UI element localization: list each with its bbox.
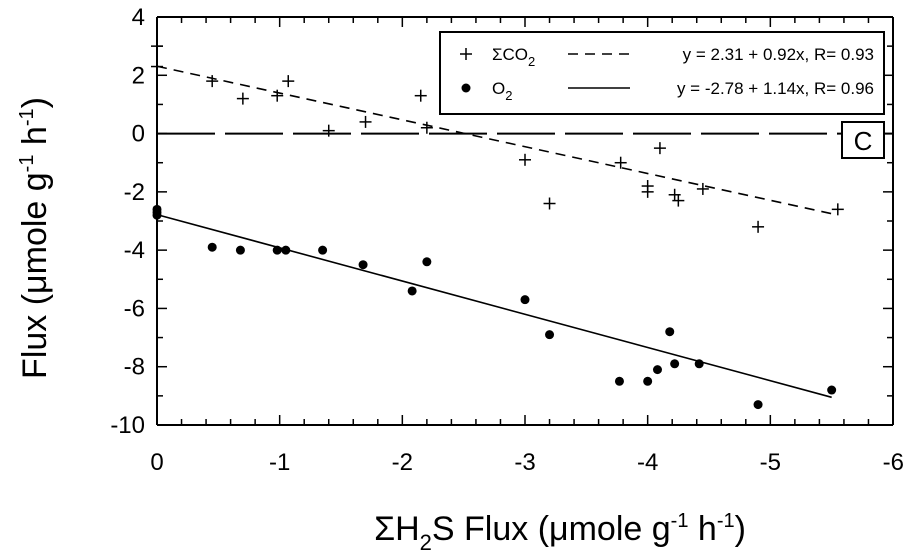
co2-point [271, 89, 284, 102]
o2-point [358, 260, 368, 270]
o2-point [152, 207, 162, 217]
legend-o2-name: O2 [492, 79, 512, 103]
x-axis-title: ΣH2S Flux (μmole g-1 h-1) [374, 510, 746, 553]
co2-point [282, 75, 295, 88]
co2-point [519, 153, 531, 166]
o2-point [753, 400, 763, 410]
o2-point [694, 359, 704, 369]
y-tick-label: -10 [110, 412, 145, 439]
x-tick-label: -2 [392, 449, 413, 476]
legend-box [439, 31, 885, 115]
x-tick-label: -5 [760, 449, 781, 476]
co2-point [653, 142, 666, 155]
co2-point [641, 185, 654, 198]
co2-point [543, 197, 556, 210]
o2-point [318, 245, 328, 255]
co2-point [414, 89, 427, 102]
axis-ticks [156, 16, 894, 426]
regression-lines [156, 65, 838, 399]
x-tick-label: -3 [514, 449, 535, 476]
data-points [151, 40, 844, 410]
co2-point [322, 124, 335, 137]
o2-point [670, 359, 680, 369]
o2-point [643, 376, 653, 386]
y-tick-label: -6 [124, 295, 145, 322]
legend-co2-name: ΣCO2 [492, 45, 535, 69]
y-tick-label: 2 [132, 62, 145, 89]
o2-point [281, 245, 291, 255]
y-tick-label: -4 [124, 237, 145, 264]
co2-regression-line [156, 65, 838, 216]
o2-point [614, 376, 624, 386]
co2-point [672, 194, 685, 207]
legend-o2-equation: y = -2.78 + 1.14x, R= 0.96 [677, 79, 874, 98]
o2-point [520, 295, 530, 305]
co2-point [752, 220, 765, 233]
y-tick-label: 4 [132, 4, 145, 31]
co2-point [831, 203, 844, 216]
o2-regression-line [156, 213, 832, 399]
co2-point [696, 182, 709, 195]
x-tick-label: 0 [150, 449, 163, 476]
y-tick-label: -2 [124, 179, 145, 206]
o2-point [665, 327, 675, 337]
y-tick-label: -8 [124, 354, 145, 381]
o2-point [545, 330, 555, 340]
o2-point [827, 385, 837, 395]
legend-o2-marker [461, 83, 471, 93]
panel-label: C [854, 126, 873, 156]
x-tick-label: -6 [883, 449, 904, 476]
co2-point [151, 40, 163, 53]
o2-point [422, 257, 432, 267]
x-tick-label: -1 [269, 449, 290, 476]
y-tick-label: 0 [132, 121, 145, 148]
o2-point [407, 286, 417, 296]
tick-labels: 420-2-4-6-8-100 -1 -2 -3 -4 -5 -6 [110, 4, 904, 476]
o2-point [652, 365, 662, 375]
x-tick-label: -4 [637, 449, 658, 476]
co2-point [420, 121, 433, 134]
panel-label-box: C [841, 121, 885, 159]
o2-point [272, 245, 282, 255]
legend: ΣCO2 y = 2.31 + 0.92x, R= 0.93 O2 y = -2.78… [439, 31, 885, 115]
co2-point [206, 75, 219, 88]
legend-co2-equation: y = 2.31 + 0.92x, R= 0.93 [683, 45, 874, 64]
y-axis-title: Flux (μmole g-1 h-1) [16, 97, 54, 379]
co2-point [614, 156, 627, 169]
o2-point [235, 245, 245, 255]
co2-point [151, 60, 163, 73]
co2-point [359, 115, 372, 128]
o2-point [207, 242, 217, 252]
co2-point [236, 92, 249, 105]
